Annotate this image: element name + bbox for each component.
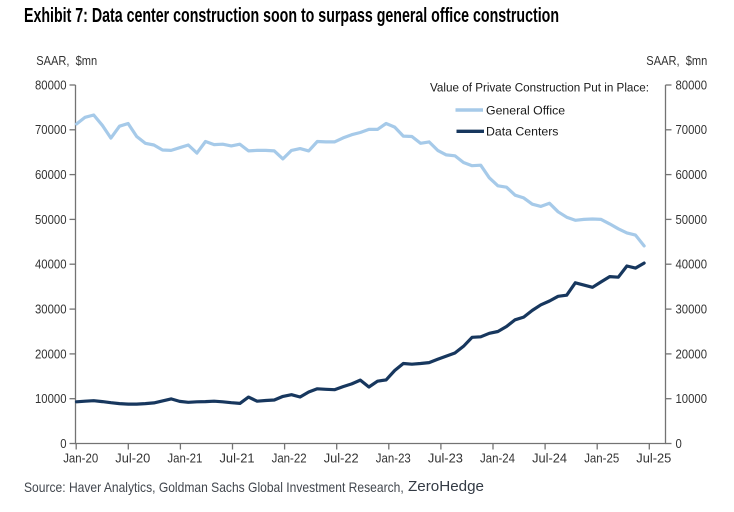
svg-text:Jul-20: Jul-20 [115,450,150,465]
svg-text:Jul-22: Jul-22 [324,450,359,465]
svg-text:60000: 60000 [35,167,67,182]
svg-text:SAAR, $mn: SAAR, $mn [36,53,97,68]
svg-text:Value of Private Construction: Value of Private Construction Put in Pla… [430,81,649,95]
svg-text:SAAR, $mn: SAAR, $mn [646,53,707,68]
svg-text:70000: 70000 [35,122,67,137]
svg-text:Jul-23: Jul-23 [428,450,463,465]
svg-text:80000: 80000 [35,77,67,92]
svg-text:Jul-24: Jul-24 [532,450,567,465]
svg-text:50000: 50000 [35,212,67,227]
svg-text:70000: 70000 [676,122,708,137]
svg-text:0: 0 [676,436,682,451]
svg-text:0: 0 [60,436,66,451]
svg-text:Jan-24: Jan-24 [480,450,515,465]
svg-text:60000: 60000 [676,167,708,182]
svg-text:10000: 10000 [676,391,708,406]
svg-text:40000: 40000 [676,257,708,272]
svg-text:General Office: General Office [486,103,565,117]
svg-text:Jan-22: Jan-22 [272,450,307,465]
svg-text:20000: 20000 [35,346,67,361]
svg-text:20000: 20000 [676,346,708,361]
svg-text:Jan-23: Jan-23 [376,450,411,465]
svg-text:Data Centers: Data Centers [486,125,558,139]
svg-text:Jul-25: Jul-25 [636,450,671,465]
svg-text:80000: 80000 [676,77,708,92]
svg-text:Jan-21: Jan-21 [167,450,202,465]
svg-text:Jan-25: Jan-25 [584,450,619,465]
svg-text:10000: 10000 [35,391,67,406]
svg-text:50000: 50000 [676,212,708,227]
svg-text:40000: 40000 [35,257,67,272]
svg-text:30000: 30000 [35,302,67,317]
svg-text:Jan-20: Jan-20 [63,450,98,465]
svg-text:30000: 30000 [676,302,708,317]
svg-text:Jul-21: Jul-21 [220,450,255,465]
